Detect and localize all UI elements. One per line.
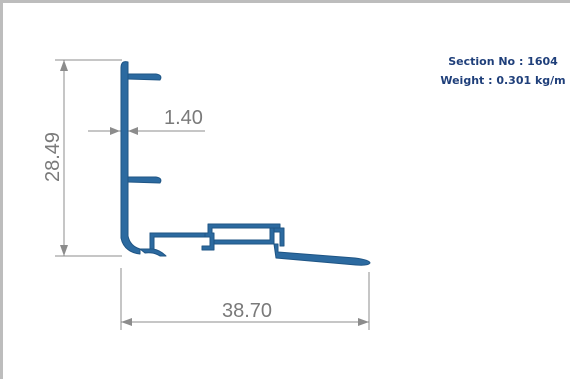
width-arrow-right <box>358 318 369 326</box>
width-label: 38.70 <box>222 300 272 322</box>
width-dimension <box>120 268 370 330</box>
width-arrow-left <box>121 318 132 326</box>
aluminium-profile <box>120 61 371 266</box>
height-dimension <box>55 59 122 257</box>
height-label: 28.49 <box>42 132 64 182</box>
top-border <box>0 0 570 3</box>
left-border <box>0 0 3 379</box>
profile-channel-right <box>273 227 285 247</box>
section-weight: Weight : 0.301 kg/m <box>440 74 566 87</box>
thickness-arrow-left <box>110 127 120 135</box>
height-arrow-bottom <box>60 245 68 256</box>
height-arrow-top <box>60 60 68 71</box>
profile-middle-fin <box>127 176 162 184</box>
section-info: Section No : 1604 Weight : 0.301 kg/m <box>438 52 568 90</box>
section-number: Section No : 1604 <box>448 55 558 68</box>
profile-top-fin <box>127 73 162 81</box>
profile-base-lip <box>149 232 206 250</box>
profile-sloped-tail <box>273 243 371 266</box>
thickness-dimension <box>88 127 205 135</box>
thickness-label: 1.40 <box>164 107 203 129</box>
profile-vertical-wall <box>120 61 141 255</box>
profile-channel-floor <box>213 227 275 245</box>
thickness-arrow-right <box>128 127 138 135</box>
profile-channel-left <box>201 223 281 251</box>
